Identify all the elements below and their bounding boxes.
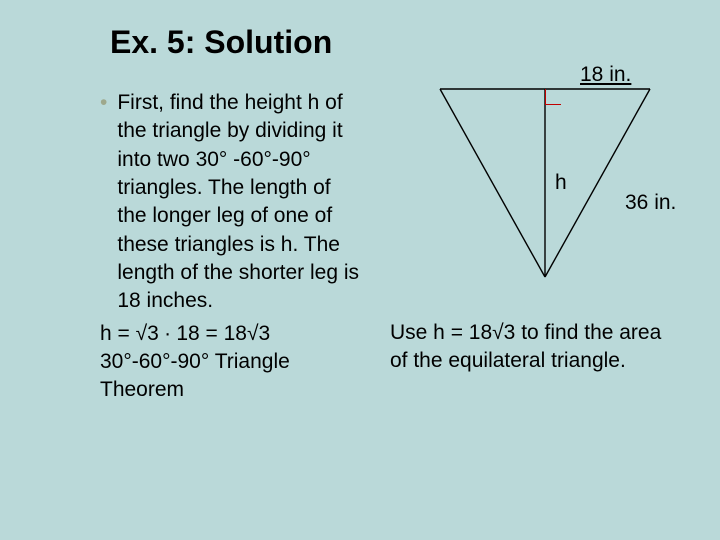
content-row: • First, find the height h of the triang… bbox=[30, 89, 690, 405]
bullet-marker: • bbox=[100, 91, 107, 316]
label-h: h bbox=[555, 171, 567, 195]
slide-title: Ex. 5: Solution bbox=[110, 24, 690, 61]
right-instruction-text: Use h = 18√3 to find the area of the equ… bbox=[390, 319, 670, 376]
slide: Ex. 5: Solution • First, find the height… bbox=[0, 0, 720, 540]
equation-line: h = √3 ∙ 18 = 18√3 bbox=[100, 320, 360, 348]
right-column: 18 in. h 36 in. Use h = 18√3 to find the… bbox=[370, 89, 690, 405]
bullet-item: • First, find the height h of the triang… bbox=[100, 89, 360, 316]
bullet-text: First, find the height h of the triangle… bbox=[117, 89, 360, 316]
label-36in: 36 in. bbox=[625, 191, 676, 215]
triangle-diagram: 18 in. h 36 in. bbox=[410, 59, 680, 299]
right-angle-marker bbox=[545, 89, 561, 105]
theorem-line: 30°-60°-90° Triangle Theorem bbox=[100, 348, 360, 405]
left-column: • First, find the height h of the triang… bbox=[30, 89, 360, 405]
label-18in: 18 in. bbox=[580, 63, 631, 87]
